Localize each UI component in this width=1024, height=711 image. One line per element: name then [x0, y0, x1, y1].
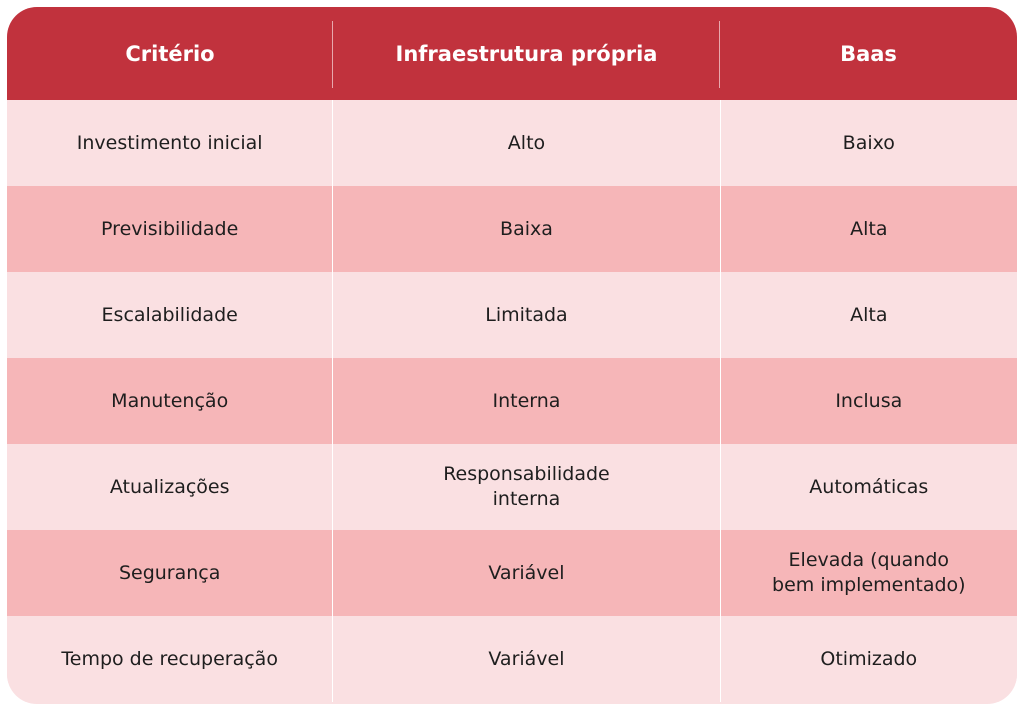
table-row: Investimento inicial Alto Baixo — [7, 100, 1017, 186]
criterion-cell: Segurança — [7, 530, 334, 616]
baas-cell: Alta — [850, 217, 888, 240]
infra-cell: Interna — [333, 358, 721, 444]
infra-cell: Limitada — [333, 272, 721, 358]
table-row: Tempo de recuperação Variável Otimizado — [7, 616, 1017, 702]
infra-cell: Variável — [333, 530, 721, 616]
criterion-cell: Tempo de recuperação — [7, 616, 334, 702]
table-header: Critério Infraestrutura própria Baas — [7, 7, 1017, 100]
baas-cell: Alta — [850, 303, 888, 326]
criterion-cell: Investimento inicial — [7, 100, 334, 186]
table-row: Segurança Variável Elevada (quando bem i… — [7, 530, 1017, 616]
baas-cell: Automáticas — [809, 475, 929, 498]
header-baas: Baas — [840, 41, 897, 66]
baas-cell: Otimizado — [820, 647, 918, 670]
infra-cell: Variável — [333, 616, 721, 702]
header-infraestrutura-propria: Infraestrutura própria — [333, 7, 720, 100]
table-row: Manutenção Interna Inclusa — [7, 358, 1017, 444]
baas-cell: Elevada (quando bem implementado) — [772, 549, 966, 596]
criterion-cell: Manutenção — [7, 358, 334, 444]
table-row: Escalabilidade Limitada Alta — [7, 272, 1017, 358]
infra-cell: Responsabilidade interna — [333, 444, 721, 530]
criterion-cell: Escalabilidade — [7, 272, 334, 358]
baas-cell: Inclusa — [835, 389, 903, 412]
criterion-cell: Atualizações — [7, 444, 334, 530]
infra-cell: Alto — [333, 100, 721, 186]
baas-cell: Baixo — [842, 131, 895, 154]
header-criterio: Critério — [7, 7, 333, 100]
table-row: Atualizações Responsabilidade interna Au… — [7, 444, 1017, 530]
comparison-table: Critério Infraestrutura própria Baas Inv… — [7, 7, 1017, 704]
criterion-cell: Previsibilidade — [7, 186, 334, 272]
infra-cell: Baixa — [333, 186, 721, 272]
table-row: Previsibilidade Baixa Alta — [7, 186, 1017, 272]
